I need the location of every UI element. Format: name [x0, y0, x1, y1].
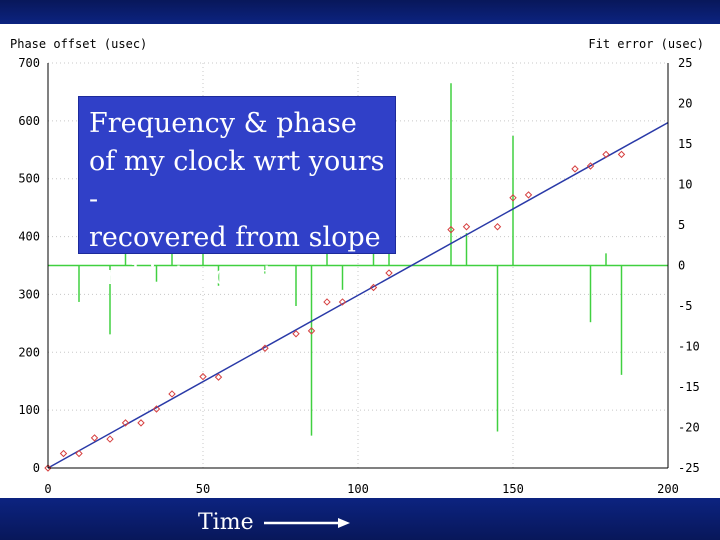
y-right-tick-label: 15 [678, 137, 692, 151]
bottom-band [0, 498, 720, 540]
data-point [59, 449, 68, 458]
y-left-tick-label: 500 [18, 172, 40, 186]
data-point [571, 165, 579, 173]
data-point [462, 223, 471, 231]
data-point [385, 269, 393, 277]
y-left-tick-label: 300 [18, 287, 40, 301]
data-point [447, 225, 455, 234]
x-tick-label: 100 [347, 482, 369, 496]
y-left-tick-label: 400 [18, 230, 40, 244]
data-point [323, 298, 331, 306]
y-right-tick-label: 20 [678, 97, 692, 111]
data-point [617, 150, 626, 159]
x-tick-label: 50 [196, 482, 210, 496]
y-right-tick-label: 10 [678, 178, 692, 192]
time-arrow-icon [264, 518, 350, 528]
y-right-tick-label: -15 [678, 380, 700, 394]
y-right-tick-label: -5 [678, 299, 692, 313]
data-point [292, 330, 300, 338]
y-left-tick-label: 0 [33, 461, 40, 475]
y-left-tick-label: 100 [18, 403, 40, 417]
caption-box: Frequency & phase of my clock wrt yours … [78, 96, 396, 291]
data-point [106, 435, 114, 443]
y-right-tick-label: 5 [678, 218, 685, 232]
time-label: Time [198, 510, 254, 535]
data-point [90, 434, 99, 442]
data-point [493, 223, 502, 231]
x-tick-label: 200 [657, 482, 679, 496]
data-point [199, 372, 207, 381]
fit-line [47, 121, 669, 469]
data-point [121, 419, 130, 427]
regression-line [47, 121, 669, 469]
caption-line-3: recovered from slope [89, 222, 381, 253]
data-point [524, 191, 533, 199]
data-point [137, 419, 145, 427]
y-left-tick-label: 200 [18, 345, 40, 359]
left-axis-title: Phase offset (usec) [10, 37, 147, 51]
caption-line-2: of my clock wrt yours - [89, 146, 385, 215]
y-right-tick-label: 0 [678, 259, 685, 273]
data-point [307, 327, 316, 335]
right-axis-title: Fit error (usec) [588, 37, 704, 51]
data-point [214, 373, 223, 381]
y-right-tick-label: -25 [678, 461, 700, 475]
y-right-tick-label: 25 [678, 56, 692, 70]
data-point [509, 194, 517, 202]
top-band [0, 0, 720, 24]
axes: 0 50 100 150 2000100200300400500600700-25-20… [18, 56, 699, 496]
x-tick-label: 0 [44, 482, 51, 496]
data-point [168, 390, 176, 398]
caption-line-1: Frequency & phase [89, 108, 357, 139]
data-point [338, 298, 347, 306]
y-right-tick-label: -10 [678, 340, 700, 354]
data-point [586, 162, 595, 170]
data-point [602, 150, 610, 159]
data-point [44, 464, 52, 472]
caption-line-4: and intercept [89, 260, 274, 291]
y-left-tick-label: 700 [18, 56, 40, 70]
data-point [369, 283, 378, 292]
data-point [261, 344, 269, 352]
data-point [152, 405, 161, 413]
y-left-tick-label: 600 [18, 114, 40, 128]
data-point [75, 449, 83, 458]
y-right-tick-label: -20 [678, 421, 700, 435]
phase-offset-points [44, 150, 626, 472]
x-tick-label: 150 [502, 482, 524, 496]
